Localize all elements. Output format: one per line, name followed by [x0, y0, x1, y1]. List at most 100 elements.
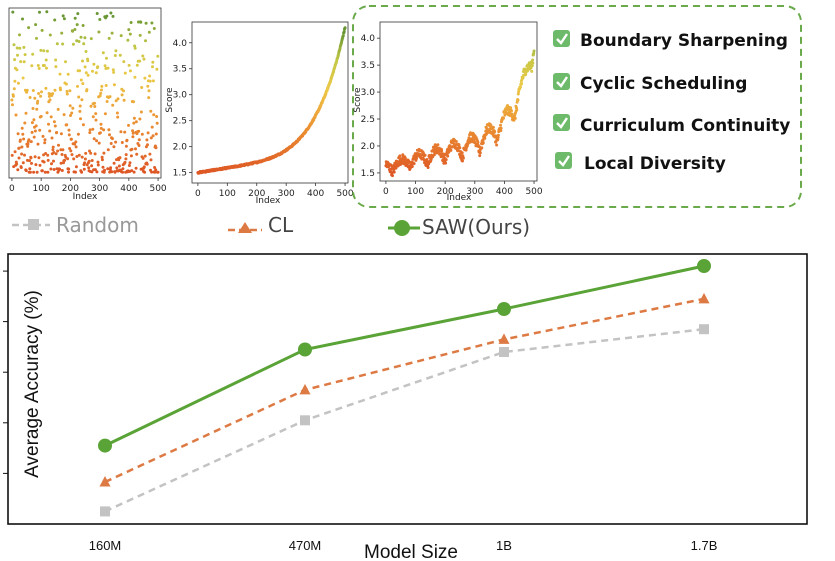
- scatter-point: [38, 128, 42, 132]
- scatter-point: [11, 94, 15, 98]
- scatter-point: [53, 88, 57, 92]
- scatter-point: [116, 115, 120, 119]
- scatter-point: [531, 58, 535, 62]
- y-tick-label: 4.0: [361, 34, 376, 44]
- scatter-point: [86, 73, 90, 77]
- scatter-point: [66, 157, 70, 161]
- scatter-point: [104, 84, 108, 87]
- scatter-point: [518, 85, 522, 89]
- scatter-point: [95, 170, 99, 174]
- scatter-point: [123, 71, 127, 75]
- scatter-point: [26, 142, 30, 146]
- scatter-point: [55, 131, 59, 134]
- check-mark-icon: [558, 155, 570, 167]
- scatter-point: [16, 53, 19, 57]
- point-marker-triangle: [498, 333, 510, 344]
- scatter-point: [520, 82, 524, 86]
- scatter-point: [55, 42, 59, 46]
- scatter-point: [43, 138, 47, 142]
- scatter-point: [53, 124, 57, 128]
- scatter-point: [36, 142, 40, 146]
- scatter-point: [47, 122, 50, 126]
- scatter-point: [27, 26, 31, 30]
- scatter-point: [51, 148, 55, 152]
- scatter-point: [37, 156, 41, 160]
- scatter-point: [69, 137, 73, 141]
- scatter-point: [154, 168, 158, 172]
- legend-marker-circle: [394, 220, 410, 236]
- scatter-point: [102, 128, 106, 132]
- scatter-point: [73, 28, 77, 31]
- point-marker-square: [100, 506, 110, 517]
- scatter-point: [51, 145, 55, 149]
- series-lines: [98, 259, 711, 517]
- scatter-point: [60, 169, 64, 172]
- check-icon: [553, 30, 570, 47]
- scatter-point: [25, 88, 29, 92]
- scatter-point: [96, 65, 100, 69]
- scatter-point: [139, 110, 143, 114]
- scatter-point: [516, 98, 520, 102]
- x-tick-label: 300: [278, 189, 295, 199]
- scatter-point: [37, 67, 41, 70]
- scatter-point: [93, 105, 97, 108]
- x-tick-label: 200: [437, 187, 454, 197]
- scatter-point: [11, 103, 14, 107]
- scatter-point: [39, 114, 43, 118]
- scatter-point: [40, 169, 44, 173]
- scatter-point: [440, 149, 444, 153]
- scatter-point: [461, 159, 464, 163]
- scatter-point: [116, 97, 120, 101]
- scatter-point: [84, 50, 88, 53]
- scatter-point: [20, 126, 24, 130]
- scatter-point: [12, 87, 16, 91]
- scatter-point: [78, 109, 82, 113]
- feature-checklist: Boundary Sharpening Cyclic Scheduling Cu…: [553, 30, 790, 174]
- scatter-point: [510, 112, 514, 116]
- scatter-point: [52, 151, 56, 154]
- scatter-point: [151, 65, 154, 69]
- scatter-point: [42, 64, 46, 67]
- check-icon: [553, 73, 570, 90]
- y-tick-label: 3.5: [173, 65, 187, 75]
- scatter-point: [32, 170, 36, 174]
- x-tick-label: 100: [407, 187, 424, 197]
- scatter-point: [499, 126, 503, 130]
- scatter-point: [444, 158, 448, 162]
- scatter-point: [51, 92, 55, 96]
- scatter-point: [24, 169, 28, 173]
- scatter-point: [39, 94, 43, 98]
- scatter-point: [97, 141, 101, 145]
- scatter-point: [80, 98, 84, 102]
- scatter-point: [23, 53, 27, 57]
- scatter-point: [71, 106, 75, 110]
- scatter-point: [106, 148, 110, 152]
- scatter-point: [45, 66, 48, 70]
- scatter-point: [143, 154, 147, 158]
- y-ticks: [3, 270, 8, 474]
- scatter-point: [81, 59, 84, 63]
- scatter-point: [122, 60, 126, 64]
- scatter-point: [115, 111, 119, 115]
- scatter-panel-saw: 0 100 200 300 400 500 1.5 2.0 2.5 3.0 3.5 4.0 Index…: [353, 21, 543, 203]
- scatter-point: [129, 21, 133, 24]
- scatter-point: [449, 148, 453, 152]
- scatter-point: [95, 139, 99, 143]
- scatter-point: [513, 116, 517, 120]
- scatter-point: [65, 92, 69, 96]
- scatter-point: [49, 115, 53, 119]
- scatter-point: [80, 170, 84, 174]
- scatter-point: [149, 136, 153, 140]
- scatter-point: [31, 52, 35, 56]
- scatter-point: [74, 145, 78, 149]
- x-axis-label: Index: [73, 192, 98, 202]
- scatter-point: [60, 31, 64, 35]
- scatter-points: [196, 26, 347, 175]
- scatter-point: [114, 49, 118, 53]
- scatter-point: [16, 168, 20, 172]
- scatter-point: [36, 99, 40, 103]
- scatter-point: [54, 152, 58, 156]
- scatter-point: [91, 127, 95, 131]
- scatter-point: [141, 54, 145, 58]
